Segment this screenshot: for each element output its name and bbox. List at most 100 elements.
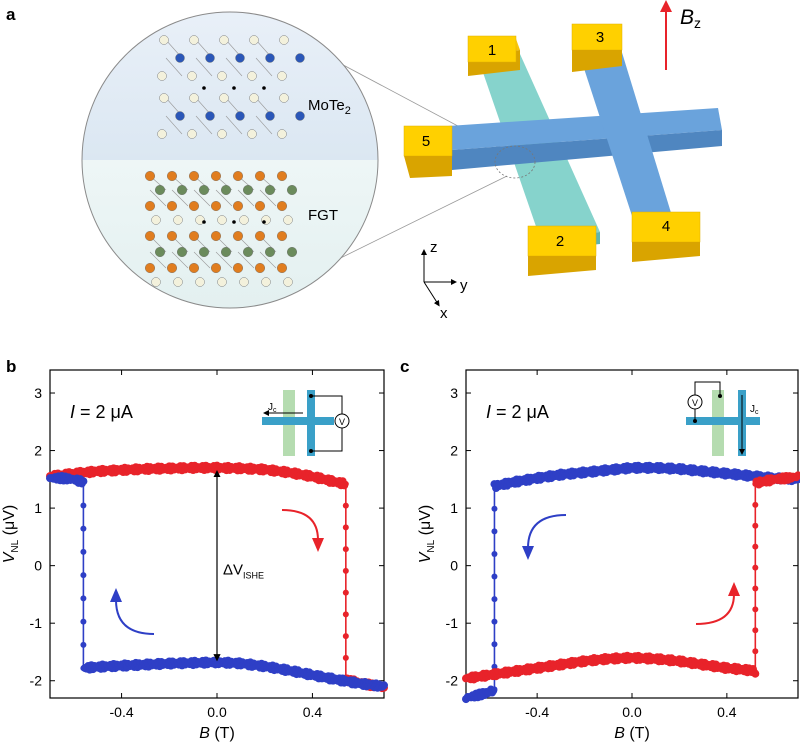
data-point xyxy=(491,505,498,512)
bond xyxy=(193,189,211,207)
y-tick-label: -2 xyxy=(446,673,459,689)
data-point xyxy=(342,654,349,661)
atom xyxy=(254,230,265,241)
y-axis-label: VNL (μV) xyxy=(1,505,21,563)
atom xyxy=(166,263,177,274)
current-annotation: I = 2 μA xyxy=(486,402,549,422)
data-point xyxy=(491,573,498,580)
data-point xyxy=(80,595,87,602)
data-point xyxy=(342,633,349,640)
blue-vertical-bar-top xyxy=(578,46,672,222)
bz-label: Bz xyxy=(680,6,701,31)
atom xyxy=(188,230,199,241)
bond xyxy=(195,115,213,135)
bond xyxy=(149,251,167,269)
ellipsis-dot xyxy=(262,86,266,90)
atom xyxy=(254,200,265,211)
bond xyxy=(165,57,183,77)
atom xyxy=(154,246,165,257)
y-tick-label: 2 xyxy=(450,443,458,459)
bond xyxy=(193,251,211,269)
atom xyxy=(249,35,259,45)
atom xyxy=(157,71,167,81)
ellipsis-dot xyxy=(202,86,206,90)
atom xyxy=(173,215,183,225)
data-point xyxy=(342,480,349,487)
contact-3: 3 xyxy=(571,23,623,72)
atom xyxy=(287,246,298,257)
atom xyxy=(247,129,257,139)
atom xyxy=(151,277,161,287)
atom xyxy=(173,277,183,287)
atom xyxy=(217,129,227,139)
device: 1 3 5 2 xyxy=(403,23,722,276)
data-point xyxy=(752,480,759,487)
sweep-up-arrow-head xyxy=(728,582,740,596)
x-axis-label: B (T) xyxy=(614,725,650,742)
contact-5: 5 xyxy=(403,125,453,178)
bond xyxy=(237,189,255,207)
bond xyxy=(171,189,189,207)
x-tick-label: 0.0 xyxy=(622,704,642,720)
atom xyxy=(175,111,185,121)
bond xyxy=(255,57,273,77)
panel-c: c -0.4 0.0 0.4 -2 -1 0 1 2 3 B (T) VNL (μV) I = 2 μ… xyxy=(400,357,800,742)
y-tick-label: 3 xyxy=(450,385,458,401)
data-point xyxy=(752,648,759,655)
inset-c-current-label: Jc xyxy=(750,404,759,416)
atom xyxy=(220,246,231,257)
voltmeter-icon xyxy=(334,413,350,429)
data-point xyxy=(752,585,759,592)
atom xyxy=(176,246,187,257)
atom xyxy=(187,129,197,139)
ellipsis-dot xyxy=(202,220,206,224)
y-tick-label: 2 xyxy=(34,443,42,459)
atom xyxy=(205,53,215,63)
atom xyxy=(144,230,155,241)
data-point xyxy=(752,543,759,550)
axis-x-label: x xyxy=(440,305,448,322)
atom xyxy=(277,170,288,181)
data-point xyxy=(342,567,349,574)
x-tick-label: 0.0 xyxy=(207,704,227,720)
x-tick-label: -0.4 xyxy=(525,704,549,720)
fgt-label: FGT xyxy=(308,207,338,224)
atom xyxy=(217,277,227,287)
atom xyxy=(166,200,177,211)
data-point xyxy=(462,674,470,683)
atom xyxy=(277,200,288,211)
bond xyxy=(225,57,243,77)
blue-horizontal-bar-top xyxy=(448,108,722,150)
atom xyxy=(217,71,227,81)
atom xyxy=(210,170,221,181)
atom xyxy=(247,71,257,81)
atom xyxy=(265,184,276,195)
inset-b: V Jc xyxy=(262,390,350,456)
atom xyxy=(217,215,227,225)
bond xyxy=(255,115,273,135)
data-point xyxy=(342,502,349,509)
ellipsis-dot xyxy=(232,220,236,224)
atom xyxy=(239,215,249,225)
ellipsis-dot xyxy=(232,86,236,90)
bz-arrow-head xyxy=(660,0,672,12)
atom xyxy=(166,230,177,241)
data-point xyxy=(752,501,759,508)
atom xyxy=(210,230,221,241)
atom xyxy=(219,93,229,103)
x-tick-label: 0.4 xyxy=(303,704,323,720)
atom xyxy=(254,170,265,181)
atom xyxy=(277,230,288,241)
atom xyxy=(151,215,161,225)
inset-b-meter-label: V xyxy=(339,417,345,427)
atom xyxy=(249,93,259,103)
series-line xyxy=(465,475,799,680)
atom xyxy=(188,170,199,181)
atom xyxy=(210,200,221,211)
x-tick-label: 0.4 xyxy=(717,704,737,720)
panel-b-label: b xyxy=(6,357,16,376)
atom xyxy=(220,184,231,195)
series-line xyxy=(465,467,799,699)
contact-3-label: 3 xyxy=(596,29,604,46)
